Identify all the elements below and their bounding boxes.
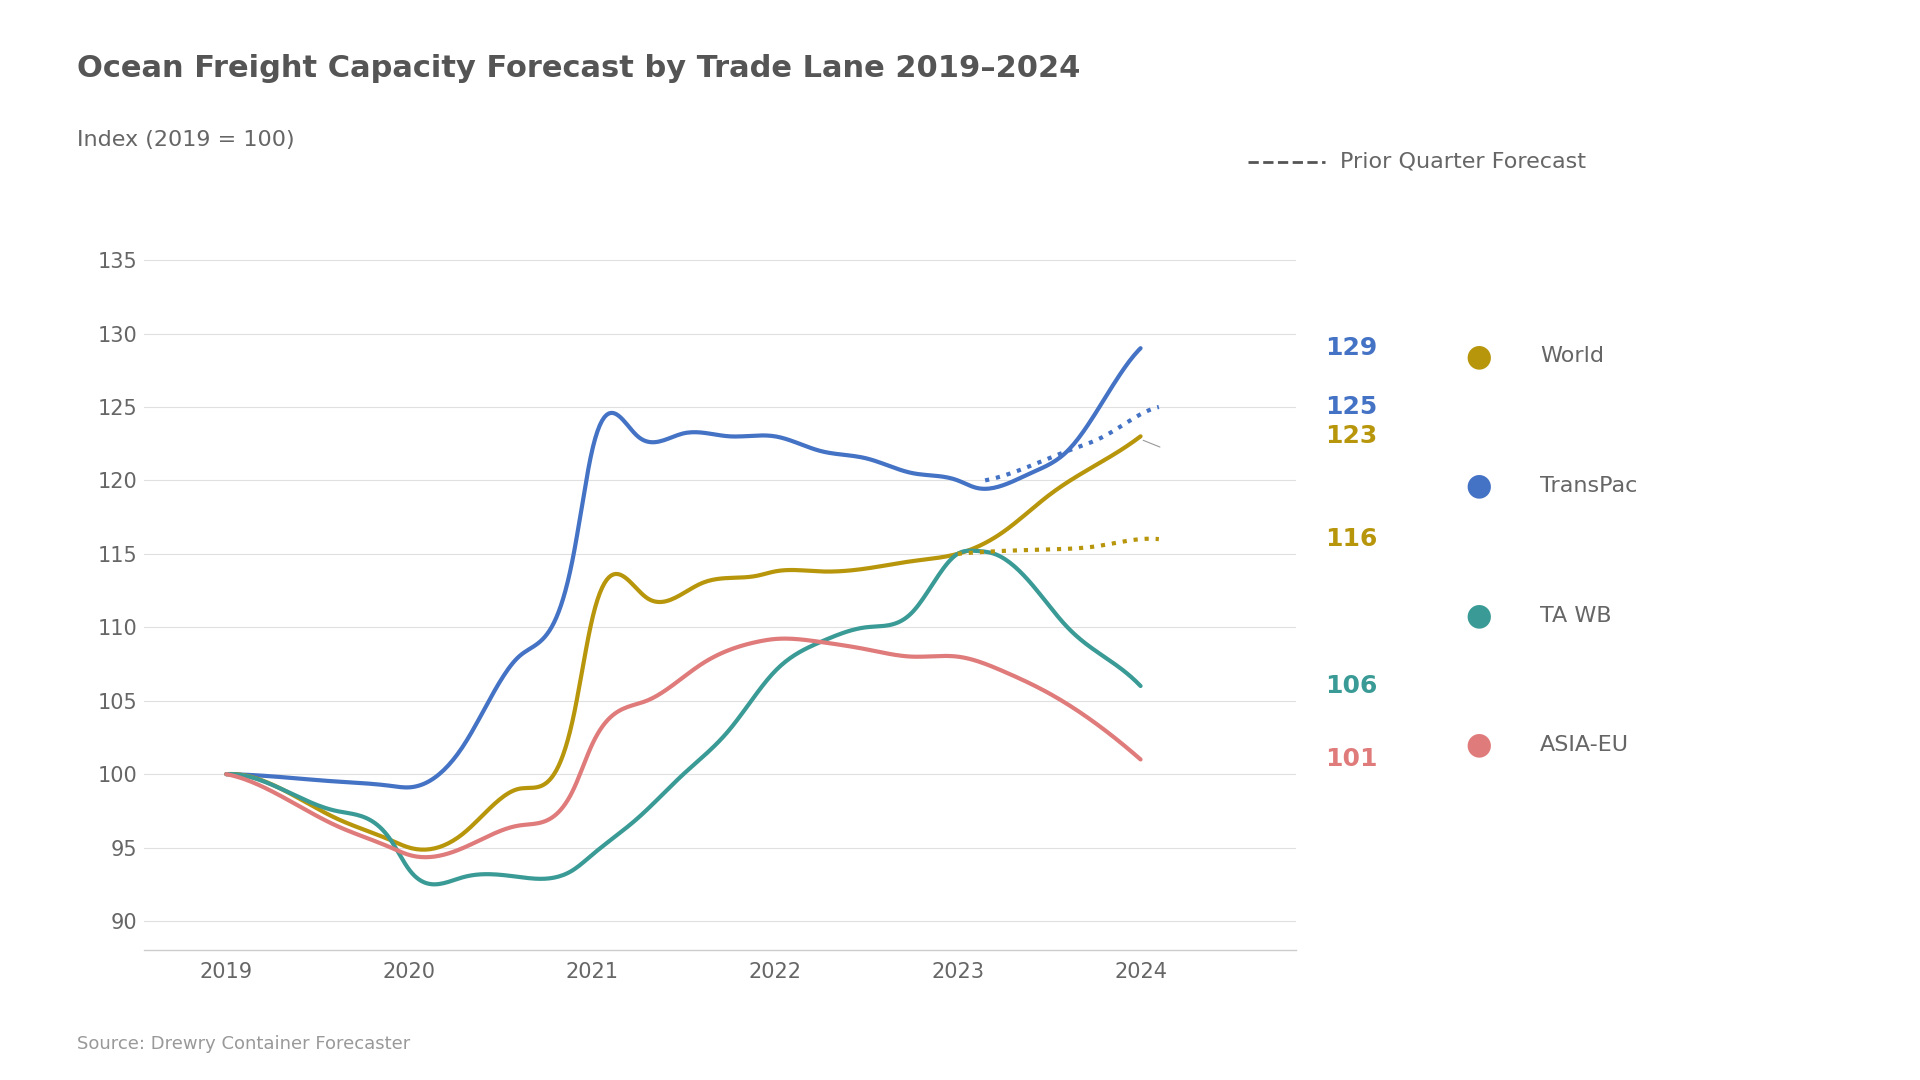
Text: ●: ● <box>1465 342 1492 370</box>
Text: Source: Drewry Container Forecaster: Source: Drewry Container Forecaster <box>77 1035 411 1053</box>
Text: 125: 125 <box>1325 395 1377 419</box>
Text: 101: 101 <box>1325 747 1377 771</box>
Text: ●: ● <box>1465 731 1492 759</box>
Text: 129: 129 <box>1325 336 1377 361</box>
Text: 116: 116 <box>1325 527 1377 551</box>
Text: TA WB: TA WB <box>1540 606 1611 625</box>
Text: Ocean Freight Capacity Forecast by Trade Lane 2019–2024: Ocean Freight Capacity Forecast by Trade… <box>77 54 1081 83</box>
Text: 106: 106 <box>1325 674 1377 698</box>
Text: Index (2019 = 100): Index (2019 = 100) <box>77 130 294 150</box>
Text: 123: 123 <box>1325 424 1377 448</box>
Text: ●: ● <box>1465 472 1492 500</box>
Text: TransPac: TransPac <box>1540 476 1638 496</box>
Text: World: World <box>1540 347 1603 366</box>
Text: ●: ● <box>1465 602 1492 630</box>
Text: Prior Quarter Forecast: Prior Quarter Forecast <box>1340 152 1586 172</box>
Text: ASIA-EU: ASIA-EU <box>1540 735 1628 755</box>
